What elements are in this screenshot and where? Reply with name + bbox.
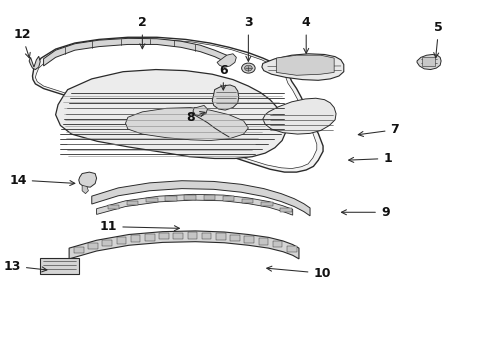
Circle shape xyxy=(245,65,252,71)
Text: 7: 7 xyxy=(358,123,399,136)
Text: 6: 6 xyxy=(219,64,228,90)
Polygon shape xyxy=(184,195,196,199)
Polygon shape xyxy=(146,198,158,202)
Polygon shape xyxy=(74,247,84,253)
Polygon shape xyxy=(159,233,169,239)
Text: 4: 4 xyxy=(302,17,311,53)
Polygon shape xyxy=(97,194,293,215)
Polygon shape xyxy=(417,54,441,69)
Text: 11: 11 xyxy=(100,220,179,233)
Text: 14: 14 xyxy=(9,174,75,186)
Polygon shape xyxy=(422,57,435,66)
Polygon shape xyxy=(56,69,286,158)
Text: 1: 1 xyxy=(349,152,392,165)
Polygon shape xyxy=(276,55,334,75)
Polygon shape xyxy=(44,39,227,66)
Polygon shape xyxy=(117,237,126,244)
Polygon shape xyxy=(222,196,234,201)
Polygon shape xyxy=(287,246,296,252)
Text: 3: 3 xyxy=(244,17,253,61)
Polygon shape xyxy=(145,234,154,240)
Polygon shape xyxy=(217,54,236,67)
Polygon shape xyxy=(212,85,239,110)
Polygon shape xyxy=(273,241,282,247)
Polygon shape xyxy=(29,56,40,69)
Polygon shape xyxy=(88,243,98,249)
Text: 10: 10 xyxy=(267,266,331,280)
Polygon shape xyxy=(102,240,112,246)
Polygon shape xyxy=(79,172,97,187)
Polygon shape xyxy=(203,195,215,200)
Polygon shape xyxy=(35,40,317,168)
Circle shape xyxy=(242,63,255,73)
Polygon shape xyxy=(259,238,268,244)
Polygon shape xyxy=(202,233,211,239)
Polygon shape xyxy=(32,37,323,172)
Polygon shape xyxy=(108,205,119,209)
Text: 8: 8 xyxy=(186,111,205,124)
Polygon shape xyxy=(173,233,183,239)
Polygon shape xyxy=(92,181,310,216)
Polygon shape xyxy=(280,208,292,212)
Text: 13: 13 xyxy=(3,260,47,273)
Polygon shape xyxy=(245,236,254,243)
Polygon shape xyxy=(242,199,253,203)
Polygon shape xyxy=(261,202,272,206)
Text: 12: 12 xyxy=(13,28,31,58)
Text: 2: 2 xyxy=(138,17,147,49)
Polygon shape xyxy=(262,54,344,80)
Polygon shape xyxy=(216,233,225,240)
Polygon shape xyxy=(131,235,140,242)
Text: 5: 5 xyxy=(434,21,443,58)
Polygon shape xyxy=(125,108,248,140)
Polygon shape xyxy=(82,185,88,194)
Polygon shape xyxy=(230,235,240,241)
Polygon shape xyxy=(69,231,299,259)
Polygon shape xyxy=(165,196,177,201)
Polygon shape xyxy=(188,233,197,239)
Polygon shape xyxy=(127,201,138,205)
Polygon shape xyxy=(193,105,207,116)
Text: 9: 9 xyxy=(342,206,390,219)
Polygon shape xyxy=(263,98,336,134)
Polygon shape xyxy=(40,258,79,274)
